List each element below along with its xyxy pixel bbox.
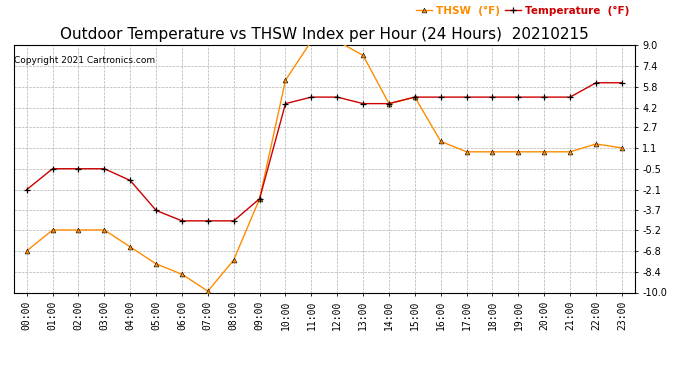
Legend: THSW  (°F), Temperature  (°F): THSW (°F), Temperature (°F): [417, 6, 629, 16]
Text: Copyright 2021 Cartronics.com: Copyright 2021 Cartronics.com: [14, 56, 155, 65]
Title: Outdoor Temperature vs THSW Index per Hour (24 Hours)  20210215: Outdoor Temperature vs THSW Index per Ho…: [60, 27, 589, 42]
